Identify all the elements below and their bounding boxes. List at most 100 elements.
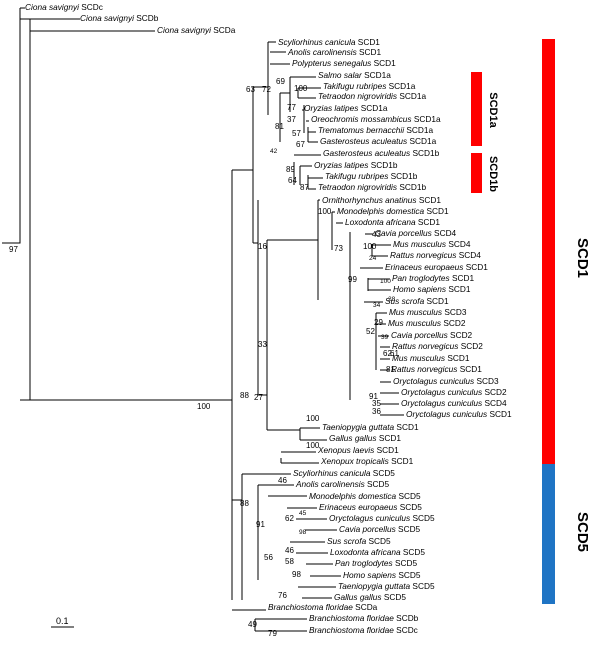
leaf-label: Ciona savignyi SCDc [25,2,103,12]
bootstrap-value: 76 [278,591,287,600]
leaf-label: Oryctolagus cuniculus SCD3 [393,376,499,386]
bootstrap-value: 98 [299,529,307,536]
leaf-label: Oryctolagus cuniculus SCD4 [401,398,507,408]
species-name: Takifugu rubripes [325,171,388,181]
leaf-label: Ciona savignyi SCDa [157,25,236,35]
bootstrap-value: 28 [388,296,396,303]
gene-name: SCD1 [446,284,471,294]
leaf-label: Xenopus laevis SCD1 [317,445,399,455]
species-name: Ciona savignyi [25,2,80,12]
leaf-label: Tetraodon nigroviridis SCD1a [318,91,426,101]
gene-name: SCD2 [441,318,466,328]
species-name: Oryctolagus cuniculus [401,398,482,408]
species-name: Oryctolagus cuniculus [393,376,474,386]
gene-name: SCD5 [401,547,426,557]
gene-name: SCD1b [368,160,397,170]
bootstrap-value: 58 [285,557,294,566]
leaf-label: Takifugu rubripes SCD1a [323,81,416,91]
gene-name: SCDb [134,13,159,23]
bootstrap-value: 62 [285,514,294,523]
gene-name: SCDa [353,602,378,612]
species-name: Ciona savignyi [80,13,135,23]
gene-name: SCD5 [366,536,391,546]
species-name: Erinaceus europaeus [319,502,397,512]
leaf-label: Monodelphis domestica SCD1 [337,206,449,216]
leaf-label: Oryctolagus cuniculus SCD2 [401,387,507,397]
bootstrap-value: 39 [381,334,389,341]
bootstrap-value: 62 [383,349,392,358]
gene-name: SCD1 [371,58,396,68]
species-name: Branchiostoma floridae [309,613,394,623]
species-name: Scyliorhinus canicula [293,468,371,478]
species-name: Scyliorhinus canicula [278,37,356,47]
species-name: Monodelphis domestica [309,491,397,501]
gene-name: SCD2 [458,341,483,351]
species-name: Ciona savignyi [157,25,212,35]
bootstrap-value: 63 [246,85,255,94]
bootstrap-value: 67 [296,140,305,149]
leaf-label: Ciona savignyi SCDb [80,13,159,23]
species-name: Anolis carolinensis [295,479,365,489]
bootstrap-value: 91 [256,520,265,529]
bootstrap-value: 100 [306,414,320,423]
leaf-label: Rattus norvegicus SCD2 [392,341,483,351]
species-name: Rattus norvegicus [390,250,456,260]
species-name: Taeniopygia guttata [338,581,411,591]
leaf-label: Oreochromis mossambicus SCD1a [311,114,441,124]
gene-name: SCD1 [377,433,402,443]
leaf-label: Gasterosteus aculeatus SCD1b [323,148,440,158]
leaf-label: Takifugu rubripes SCD1b [325,171,418,181]
bootstrap-value: 100 [318,207,332,216]
species-name: Cavia porcellus [391,330,448,340]
bootstrap-value: 69 [276,77,285,86]
leaf-label: Oryzias latipes SCD1a [304,103,388,113]
scd1-label: SCD1 [574,238,591,278]
bootstrap-value: 81 [386,365,395,374]
gene-name: SCD1 [357,47,382,57]
leaf-label: Ornithorhynchus anatinus SCD1 [322,195,441,205]
gene-name: SCDb [394,613,419,623]
leaf-label: Homo sapiens SCD1 [393,284,471,294]
gene-name: SCD1 [416,217,441,227]
bootstrap-value: 100 [363,242,377,251]
gene-name: SCD1a [386,81,415,91]
species-name: Oryzias latipes [314,160,368,170]
species-name: Oryctolagus cuniculus [401,387,482,397]
gene-name: SCD3 [474,376,499,386]
gene-name: SCD1 [389,456,414,466]
gene-name: SCD5 [393,558,418,568]
gene-name: SCD4 [446,239,471,249]
bootstrap-value: 35 [372,399,381,408]
bootstrap-value: 42 [270,148,278,155]
species-name: Homo sapiens [343,570,396,580]
gene-name: SCD5 [370,468,395,478]
leaf-label: Pan troglodytes SCD1 [392,273,474,283]
gene-name: SCD5 [396,524,421,534]
species-name: Oryctolagus cuniculus [329,513,410,523]
bootstrap-value: 33 [258,340,267,349]
species-name: Cavia porcellus [375,228,432,238]
leaf-label: Taeniopygia guttata SCD1 [322,422,419,432]
bootstrap-value: 81 [275,122,284,131]
leaf-label: Oryctolagus cuniculus SCD5 [329,513,435,523]
leaf-label: Cavia porcellus SCD2 [391,330,473,340]
leaf-label: Mus musculus SCD1 [392,353,470,363]
leaf-label: Rattus norvegicus SCD4 [390,250,481,260]
leaf-label: Erinaceus europaeus SCD1 [385,262,488,272]
leaf-label: Pan troglodytes SCD5 [335,558,417,568]
gene-name: SCD1 [463,262,488,272]
species-name: Pan troglodytes [392,273,450,283]
species-name: Gasterosteus aculeatus [320,136,407,146]
gene-name: SCD4 [432,228,457,238]
scd1-bar [542,39,555,464]
bootstrap-value: 73 [334,244,343,253]
gene-name: SCD2 [448,330,473,340]
tree-branch [2,8,21,244]
bootstrap-value: 98 [292,570,301,579]
leaf-label: Anolis carolinensis SCD1 [287,47,382,57]
leaf-label: Scyliorhinus canicula SCD5 [293,468,395,478]
species-name: Cavia porcellus [339,524,396,534]
gene-name: SCD5 [410,581,435,591]
